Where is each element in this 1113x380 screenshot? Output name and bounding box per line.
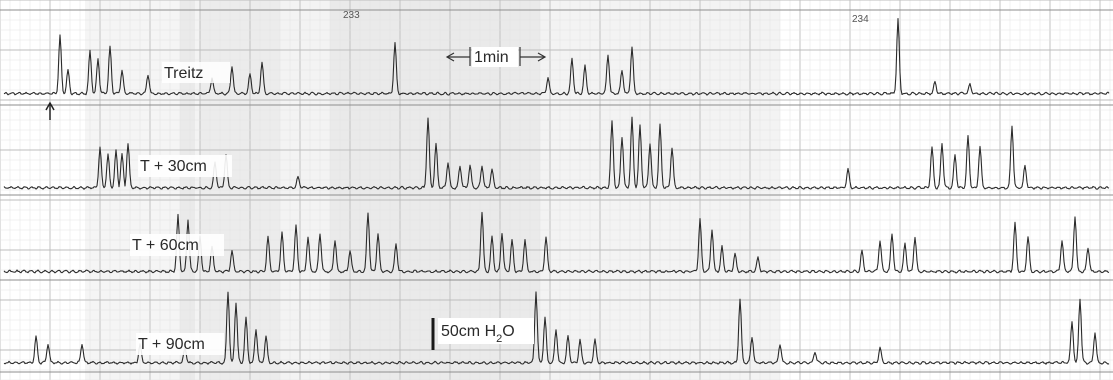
pressure-scale-subscript: 2 bbox=[496, 333, 502, 345]
pressure-traces bbox=[3, 18, 1110, 365]
trace-series-2 bbox=[3, 211, 1110, 274]
svg-text:T + 30cm: T + 30cm bbox=[140, 158, 207, 175]
pressure-scale-suffix: O bbox=[502, 323, 514, 340]
pressure-scale-value: 50cm bbox=[441, 323, 480, 340]
svg-text:Treitz: Treitz bbox=[164, 65, 203, 82]
trace-series-0 bbox=[3, 18, 1110, 96]
svg-text:T + 60cm: T + 60cm bbox=[132, 237, 199, 254]
time-scale-bar: 1min bbox=[445, 47, 547, 67]
series-label-t30: T + 30cm bbox=[138, 155, 232, 177]
series-label-t60: T + 60cm bbox=[130, 234, 224, 256]
svg-text:T + 90cm: T + 90cm bbox=[138, 336, 205, 353]
arrow-marker bbox=[45, 101, 55, 120]
series-label-t90: T + 90cm bbox=[136, 333, 224, 355]
pressure-scale-unit: H bbox=[485, 323, 497, 340]
pressure-scale-label: 50cm H2O bbox=[441, 323, 515, 345]
trace-series-1 bbox=[3, 116, 1110, 190]
page-number-234: 234 bbox=[852, 14, 869, 25]
page-number-233: 233 bbox=[343, 10, 360, 21]
time-scale-label: 1min bbox=[474, 49, 509, 66]
pressure-scale-bar: 50cm H2O bbox=[431, 318, 534, 350]
trace-series-3 bbox=[3, 291, 1110, 365]
series-label-treitz: Treitz bbox=[162, 62, 230, 83]
